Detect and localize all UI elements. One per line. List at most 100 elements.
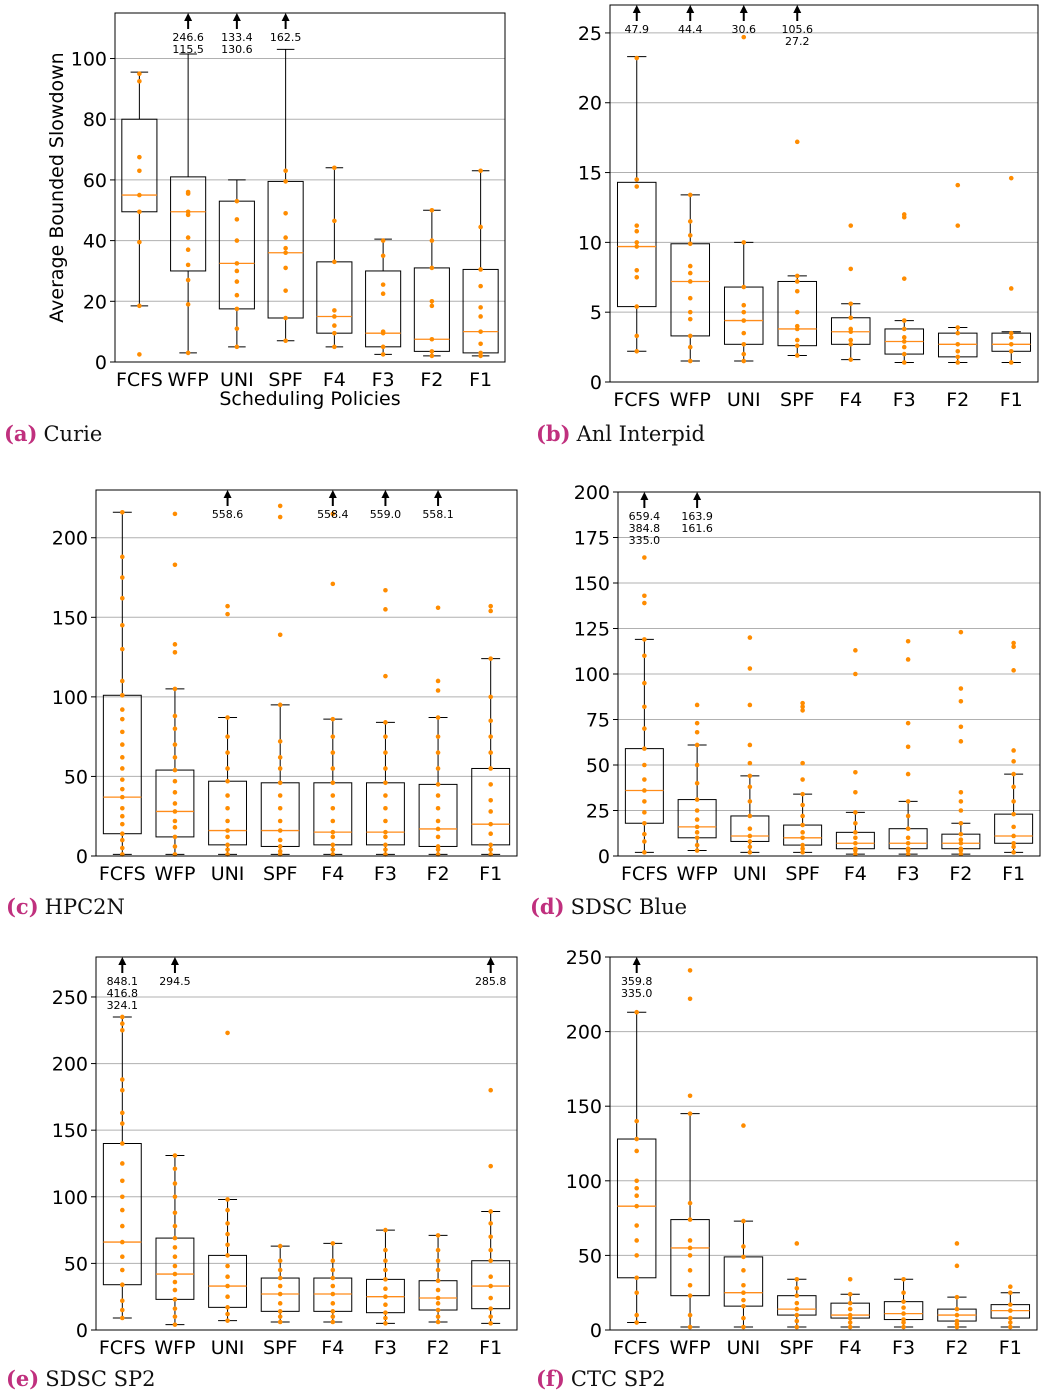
- box-f2: [941, 629, 981, 857]
- caption-f: (f) CTC SP2: [536, 1366, 666, 1391]
- data-point: [488, 1247, 493, 1253]
- x-tick-label: F4: [839, 389, 862, 411]
- box-uni: [730, 635, 770, 855]
- box-uni: 558.6: [208, 490, 248, 857]
- data-point: [330, 1275, 336, 1281]
- data-point: [741, 284, 747, 290]
- data-point: [435, 1301, 441, 1306]
- data-point: [958, 739, 964, 744]
- x-tick-label: FCFS: [116, 369, 163, 391]
- data-point: [277, 1301, 283, 1306]
- up-arrow-head: [693, 492, 702, 500]
- data-point: [800, 830, 805, 835]
- data-point: [901, 276, 907, 281]
- data-point: [955, 223, 961, 228]
- data-point: [958, 724, 964, 730]
- data-point: [120, 729, 125, 735]
- data-point: [687, 1268, 693, 1273]
- data-point: [383, 1277, 388, 1282]
- x-tick-label: F4: [321, 1337, 344, 1359]
- data-point: [794, 337, 800, 343]
- data-point: [848, 326, 854, 332]
- data-point: [800, 760, 805, 766]
- x-tick-label: UNI: [220, 369, 254, 391]
- data-point: [1011, 844, 1016, 850]
- data-point: [687, 316, 693, 322]
- data-point: [435, 734, 441, 739]
- box-spf: [260, 1243, 300, 1325]
- data-point: [634, 1009, 639, 1015]
- data-point: [225, 1197, 230, 1202]
- data-point: [847, 1320, 853, 1325]
- data-point: [901, 339, 907, 344]
- data-point: [800, 850, 805, 855]
- data-point: [435, 688, 441, 693]
- data-point: [435, 793, 441, 798]
- data-point: [1011, 811, 1016, 817]
- data-point: [120, 831, 125, 837]
- caption-a: (a) Curie: [4, 421, 102, 446]
- data-point: [1011, 850, 1016, 855]
- data-point: [185, 209, 191, 215]
- box-iqr: [260, 782, 300, 847]
- x-tick-label: SPF: [785, 863, 819, 885]
- data-point: [853, 769, 858, 775]
- data-point: [283, 338, 288, 344]
- data-point: [634, 1193, 639, 1199]
- data-point: [1011, 640, 1016, 646]
- data-point: [380, 329, 386, 334]
- data-point: [488, 809, 493, 814]
- box-iqr: [883, 1301, 924, 1321]
- data-point: [225, 1311, 230, 1317]
- offscale-label: 246.6: [172, 31, 204, 44]
- x-tick-label: F2: [949, 863, 972, 885]
- data-point: [905, 840, 911, 846]
- data-point: [332, 259, 337, 265]
- data-point: [435, 826, 441, 832]
- data-point: [332, 308, 337, 313]
- up-arrow-head: [184, 13, 193, 21]
- data-point: [488, 1234, 493, 1240]
- data-point: [741, 318, 747, 323]
- data-point: [383, 607, 388, 612]
- data-point: [234, 344, 240, 350]
- box-iqr: [102, 694, 142, 835]
- data-point: [1008, 175, 1014, 181]
- data-point: [383, 842, 388, 848]
- data-point: [234, 261, 240, 266]
- data-point: [741, 302, 747, 308]
- data-point: [800, 842, 805, 848]
- data-point: [747, 635, 753, 640]
- data-point: [741, 1315, 746, 1321]
- data-point: [958, 808, 964, 813]
- data-point: [330, 834, 336, 840]
- data-point: [848, 223, 854, 228]
- x-tick-label: F1: [479, 1337, 502, 1359]
- data-point: [120, 1121, 125, 1126]
- x-tick-label: F2: [420, 369, 443, 391]
- data-point: [642, 704, 647, 710]
- x-tick-label: UNI: [211, 1337, 245, 1359]
- y-tick-label: 15: [578, 163, 602, 185]
- data-point: [1011, 748, 1016, 753]
- data-point: [741, 1268, 746, 1273]
- x-tick-label: F3: [372, 369, 395, 391]
- box-iqr: [723, 286, 764, 345]
- data-point: [330, 1241, 336, 1246]
- data-point: [794, 273, 800, 279]
- y-tick-label: 200: [566, 1022, 602, 1044]
- offscale-label: 163.9: [681, 510, 713, 523]
- data-point: [687, 1217, 693, 1222]
- y-tick-label: 40: [83, 231, 107, 253]
- data-point: [225, 1242, 230, 1248]
- data-point: [694, 830, 700, 835]
- offscale-label: 30.6: [732, 23, 757, 36]
- y-tick-label: 200: [52, 1054, 88, 1076]
- data-point: [172, 844, 178, 849]
- data-point: [330, 766, 336, 771]
- data-point: [1008, 335, 1014, 340]
- data-point: [1008, 1315, 1013, 1321]
- data-point: [1011, 833, 1016, 839]
